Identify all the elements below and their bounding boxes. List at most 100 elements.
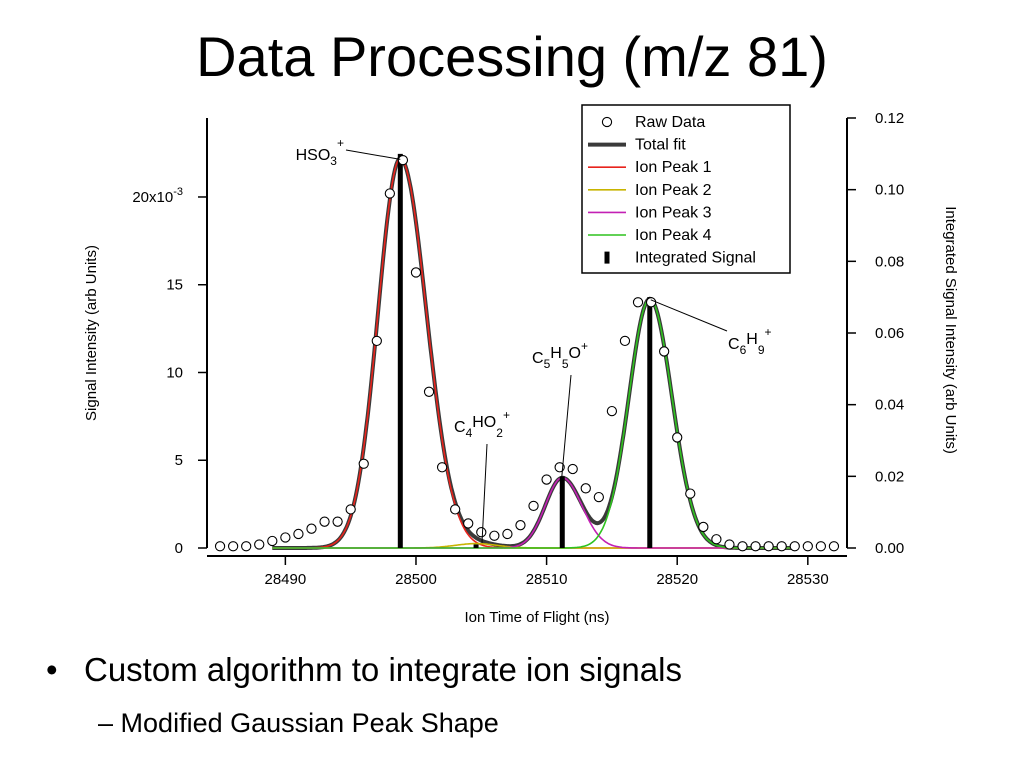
y2-tick-label: 0.02 (875, 468, 904, 485)
annotation-c5h5o-part: H (550, 345, 562, 362)
raw-data-point (593, 491, 604, 503)
y-axis-title: Signal Intensity (arb Units) (83, 245, 100, 421)
raw-data-point (632, 297, 644, 308)
annotation-c6h9: C6H9+ (728, 325, 772, 357)
raw-data-point (724, 539, 735, 550)
peak-fit-chart: 28490 28500 28510 28520 28530 0 5 10 15 20x10-3 0.… (83, 104, 959, 626)
x-tick-label: 28490 (265, 571, 307, 588)
slide-title: Data Processing (m/z 81) (196, 25, 828, 88)
annotation-c4ho2-part: 4 (466, 426, 473, 440)
axes: 28490 28500 28510 28520 28530 0 5 10 15 20x10-3 0.… (83, 110, 959, 626)
raw-data-point (828, 541, 840, 552)
raw-data-point (502, 528, 513, 540)
y2-tick-label: 0.06 (875, 325, 904, 342)
x-tick-label: 28510 (526, 571, 568, 588)
sub-bullet-text: Modified Gaussian Peak Shape (120, 708, 499, 738)
raw-data-point (267, 535, 278, 547)
raw-data-point (241, 541, 252, 552)
raw-data-point (750, 541, 761, 552)
raw-data-point (541, 474, 552, 485)
y2-tick-label: 0.08 (875, 253, 904, 270)
sub-bullet-point: – Modified Gaussian Peak Shape (98, 705, 499, 741)
annotation-c6h9-part: C (728, 336, 740, 353)
annotation-c6h9-part: H (746, 331, 758, 348)
raw-data-point (711, 534, 722, 545)
raw-data-point (306, 523, 317, 534)
chart-legend: Raw Data Total fit Ion Peak 1 Ion Peak 2 Ion… (581, 104, 791, 274)
raw-data-point (606, 405, 618, 417)
raw-data-point (737, 541, 748, 552)
raw-data-point (672, 432, 683, 443)
raw-data-point (619, 335, 631, 347)
raw-data-point (254, 539, 265, 550)
bullet-marker: • (46, 651, 58, 688)
annotation-c4ho2-part: C (454, 419, 466, 436)
raw-data-point (280, 532, 291, 543)
sub-bullet-marker: – (98, 708, 114, 738)
raw-data-point (293, 528, 304, 540)
raw-data-point (567, 463, 578, 475)
annotation-hso3-part: 3 (330, 154, 337, 168)
y-tick-label: 0 (175, 540, 183, 557)
raw-data-point (476, 527, 487, 538)
annotation-hso3: HSO3+ (296, 136, 344, 168)
y-tick-label: 20x10-3 (132, 186, 183, 206)
bullet-text: Custom algorithm to integrate ion signal… (84, 651, 682, 688)
peak-annotations: HSO3+C4HO2+C5H5O+ C6H9+ (296, 136, 772, 543)
legend-label: Ion Peak 4 (635, 227, 712, 244)
raw-data-point (515, 520, 526, 531)
raw-data-point (463, 518, 474, 529)
raw-data-point (685, 488, 696, 499)
y-tick-label: 15 (166, 277, 183, 294)
leader-c5h5o (559, 374, 572, 494)
raw-data-point (436, 462, 448, 473)
raw-data-point (802, 541, 813, 552)
raw-data-point (698, 521, 709, 533)
raw-data-point (371, 335, 382, 347)
raw-data-point (580, 483, 591, 494)
raw-data-point (358, 458, 369, 469)
raw-data-point (423, 386, 435, 397)
annotation-c5h5o-part: 5 (544, 357, 551, 371)
annotation-c4ho2-part: 2 (496, 426, 503, 440)
raw-data-point (763, 541, 774, 552)
ion-peak-4-line (272, 297, 795, 549)
annotation-hso3-part: + (337, 136, 344, 150)
bullet-point: • Custom algorithm to integrate ion signa… (46, 648, 682, 692)
raw-data-point (528, 500, 539, 512)
raw-data-point (214, 541, 226, 552)
annotation-c5h5o-part: O (569, 345, 581, 362)
leader-hso3 (345, 149, 401, 160)
y2-tick-label: 0.00 (875, 540, 904, 557)
legend-label: Raw Data (635, 114, 705, 131)
y2-tick-label: 0.10 (875, 182, 904, 199)
annotation-c4ho2-part: + (503, 408, 510, 422)
y-tick-label: 5 (175, 452, 183, 469)
raw-data-point (789, 541, 800, 552)
x-tick-label: 28530 (787, 571, 829, 588)
annotation-c5h5o-part: 5 (562, 357, 569, 371)
annotation-hso3-part: HSO (296, 147, 331, 164)
annotation-c6h9-part: 6 (740, 343, 747, 357)
y2-axis-title: Integrated Signal Intensity (arb Units) (942, 206, 959, 454)
annotation-c6h9-part: + (765, 325, 772, 339)
leader-c4ho2 (481, 443, 488, 543)
legend-key-raw-data (601, 116, 613, 128)
y2-tick-label: 0.12 (875, 110, 904, 127)
legend-label: Integrated Signal (635, 250, 756, 267)
leader-c6h9 (650, 299, 728, 332)
y-tick-label: 10 (166, 364, 183, 381)
raw-data-point (319, 516, 330, 527)
annotation-c4ho2: C4HO2+ (454, 408, 510, 440)
y2-tick-label: 0.04 (875, 397, 904, 414)
x-tick-label: 28500 (395, 571, 437, 588)
annotation-c5h5o-part: + (581, 339, 588, 353)
raw-data-point (397, 154, 409, 166)
raw-data-point (489, 530, 500, 541)
raw-data-point (815, 541, 827, 552)
raw-data-point (345, 504, 356, 515)
raw-data-point (227, 541, 239, 552)
raw-data-point (658, 346, 670, 357)
y-tick-exponent: -3 (173, 186, 183, 198)
raw-data-point (645, 297, 657, 308)
